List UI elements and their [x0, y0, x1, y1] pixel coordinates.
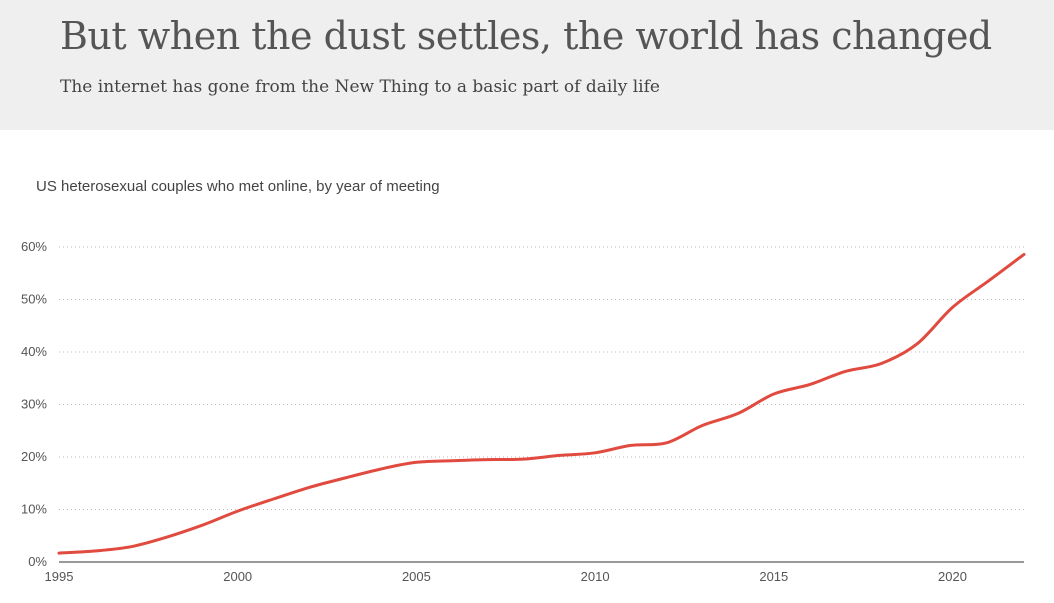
x-tick-label: 2000 — [223, 569, 252, 584]
x-tick-label: 2010 — [581, 569, 610, 584]
chart-title: US heterosexual couples who met online, … — [36, 178, 440, 195]
y-tick-label: 30% — [21, 397, 47, 412]
x-tick-label: 2015 — [759, 569, 788, 584]
y-tick-label: 40% — [21, 344, 47, 359]
gridlines — [59, 246, 1024, 510]
y-tick-label: 0% — [28, 554, 47, 569]
page-title: But when the dust settles, the world has… — [60, 14, 992, 58]
y-tick-label: 20% — [21, 449, 47, 464]
x-tick-label: 1995 — [45, 569, 74, 584]
y-tick-label: 10% — [21, 502, 47, 517]
series-line — [57, 252, 1026, 555]
header-banner: But when the dust settles, the world has… — [0, 0, 1054, 130]
page-subtitle: The internet has gone from the New Thing… — [60, 77, 660, 97]
y-axis-ticks: 0% 10% 20% 30% 40% 50% 60% — [21, 239, 47, 569]
x-tick-label: 2020 — [938, 569, 967, 584]
y-tick-label: 50% — [21, 292, 47, 307]
x-axis-ticks: 1995 2000 2005 2010 2015 2020 — [45, 569, 967, 584]
y-tick-label: 60% — [21, 239, 47, 254]
x-tick-label: 2005 — [402, 569, 431, 584]
